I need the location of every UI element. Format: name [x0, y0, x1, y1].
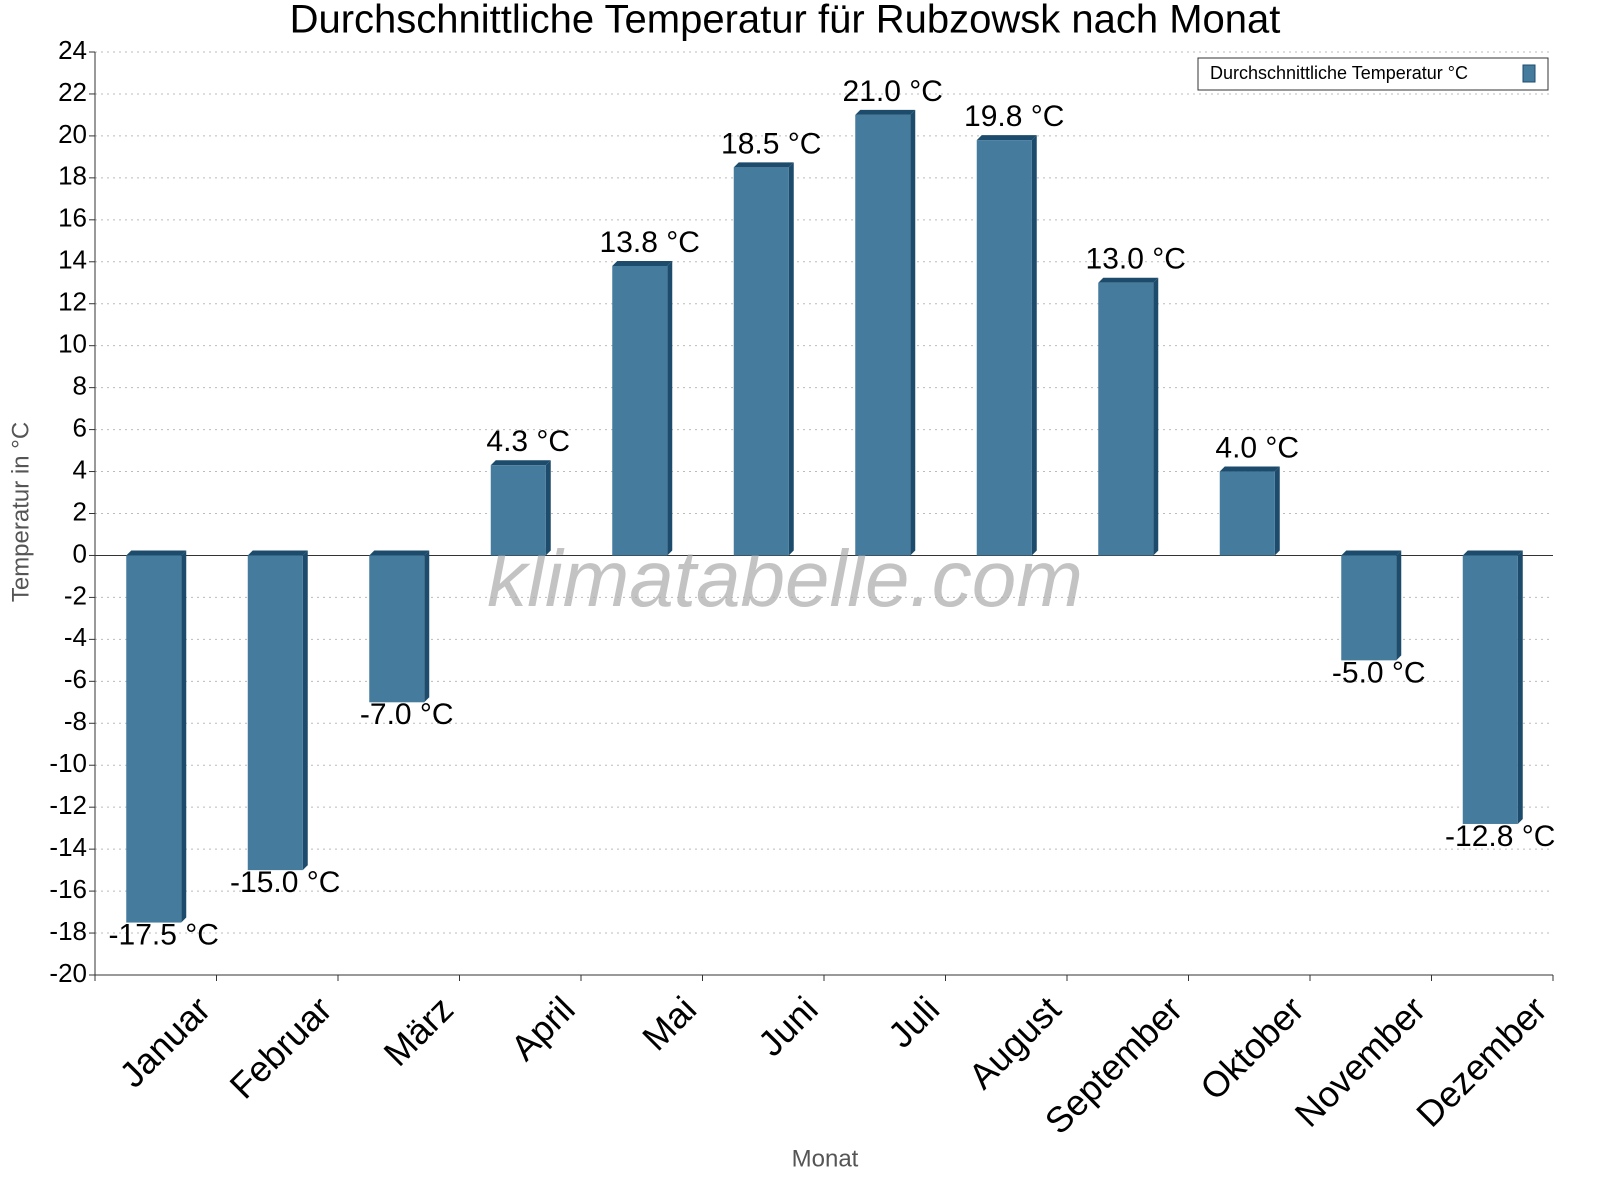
x-tick-label: März: [376, 988, 462, 1074]
y-tick-label: 0: [73, 538, 87, 568]
bar-side: [302, 550, 308, 871]
bar: [1098, 282, 1154, 556]
value-label: -15.0 °C: [230, 866, 340, 899]
bar-side: [667, 260, 673, 556]
bar-side: [1274, 466, 1280, 556]
chart-title: Durchschnittliche Temperatur für Rubzows…: [290, 0, 1281, 42]
bar-top: [1462, 550, 1523, 556]
bar: [733, 167, 789, 556]
value-label: 19.8 °C: [964, 100, 1064, 133]
x-tick-label: Mai: [634, 988, 704, 1058]
bar: [247, 555, 303, 871]
legend-label: Durchschnittliche Temperatur °C: [1210, 63, 1468, 83]
y-tick-label: -2: [64, 580, 87, 610]
x-axis-label: Monat: [792, 1145, 859, 1172]
x-tick-label: Juli: [880, 988, 947, 1055]
bar-top: [126, 550, 187, 556]
bar: [1462, 555, 1518, 824]
bar-side: [181, 550, 187, 923]
bar-side: [1517, 550, 1523, 824]
value-label: 18.5 °C: [721, 127, 821, 160]
x-tick-label: August: [960, 988, 1068, 1096]
bar-top: [1219, 466, 1280, 472]
y-tick-label: 12: [58, 287, 87, 317]
y-tick-label: -20: [49, 958, 87, 988]
x-tick-label: Juni: [750, 988, 826, 1064]
bar: [126, 555, 182, 923]
bar: [1341, 555, 1397, 661]
bar: [976, 140, 1032, 556]
bar-top: [612, 260, 673, 266]
y-tick-label: 10: [58, 329, 87, 359]
y-tick-label: -16: [49, 874, 87, 904]
bar-side: [424, 550, 430, 703]
y-tick-label: 22: [58, 77, 87, 107]
value-label: 21.0 °C: [843, 75, 943, 108]
y-axis-label: Temperatur in °C: [7, 422, 34, 602]
value-label: 13.0 °C: [1086, 243, 1186, 276]
y-tick-label: -4: [64, 622, 87, 652]
bar-top: [855, 109, 916, 115]
bar: [612, 265, 668, 556]
x-tick-label: Dezember: [1408, 988, 1554, 1134]
bar: [855, 114, 911, 556]
x-tick-label: November: [1287, 988, 1433, 1134]
y-tick-label: 16: [58, 203, 87, 233]
value-label: -7.0 °C: [360, 698, 454, 731]
y-tick-label: -18: [49, 916, 87, 946]
y-tick-label: 20: [58, 119, 87, 149]
bar-top: [490, 460, 551, 466]
y-tick-label: 2: [73, 496, 87, 526]
bar-top: [1098, 277, 1159, 283]
bar-top: [733, 162, 794, 168]
y-tick-label: -10: [49, 748, 87, 778]
x-tick-label: April: [503, 988, 583, 1068]
value-label: 4.0 °C: [1215, 431, 1299, 464]
bar-side: [1031, 135, 1037, 556]
y-tick-label: 24: [58, 35, 87, 65]
bar-top: [369, 550, 430, 556]
y-tick-label: -14: [49, 832, 87, 862]
x-tick-label: Januar: [111, 988, 218, 1095]
value-label: 4.3 °C: [486, 425, 570, 458]
value-label: -5.0 °C: [1332, 656, 1426, 689]
y-tick-label: -8: [64, 706, 87, 736]
y-tick-label: -12: [49, 790, 87, 820]
bar-side: [788, 162, 794, 556]
bar-top: [247, 550, 308, 556]
x-tick-label: Oktober: [1192, 988, 1312, 1108]
bar-side: [545, 460, 551, 556]
bar: [369, 555, 425, 703]
y-tick-label: 8: [73, 371, 87, 401]
value-label: -12.8 °C: [1445, 820, 1555, 853]
bar: [1219, 471, 1275, 556]
bar: [490, 465, 546, 556]
bar-top: [1341, 550, 1402, 556]
y-tick-label: 14: [58, 245, 87, 275]
value-label: 13.8 °C: [600, 226, 700, 259]
y-tick-label: 4: [73, 454, 87, 484]
legend-box: [1197, 57, 1549, 91]
bar-top: [976, 135, 1037, 141]
value-label: -17.5 °C: [109, 918, 219, 951]
y-tick-label: 6: [73, 412, 87, 442]
x-tick-label: Februar: [222, 988, 340, 1106]
bar-side: [1153, 277, 1159, 556]
y-tick-label: -6: [64, 664, 87, 694]
legend-swatch: [1522, 64, 1536, 83]
bar-side: [910, 109, 916, 556]
y-tick-label: 18: [58, 161, 87, 191]
bar-side: [1396, 550, 1402, 661]
